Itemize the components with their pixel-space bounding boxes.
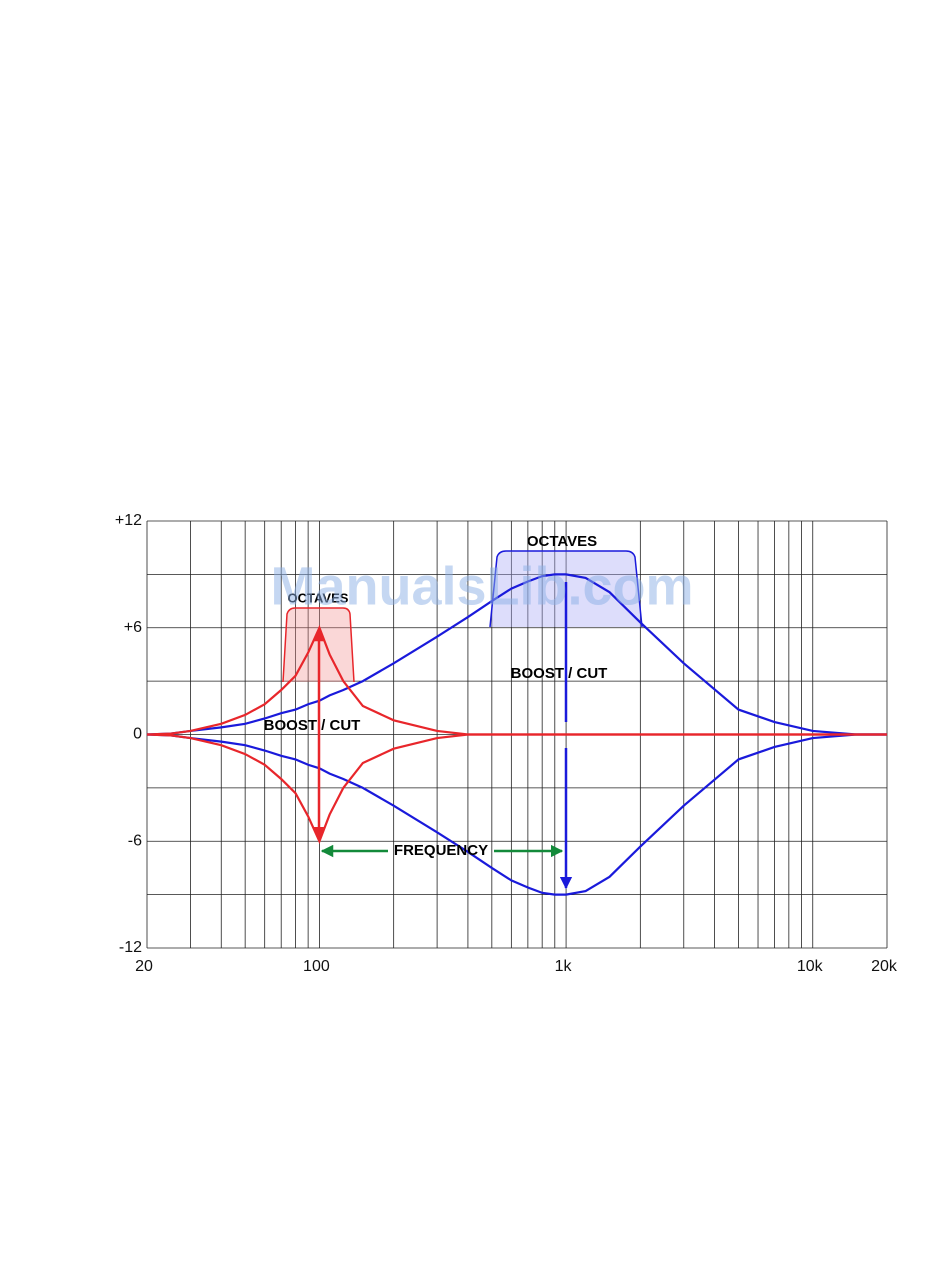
- curve: [146, 573, 887, 736]
- x-tick-label: 100: [303, 958, 330, 975]
- y-tick-label: -12: [119, 939, 142, 956]
- y-tick-label: 0: [133, 726, 142, 743]
- y-tick-label: -6: [128, 832, 142, 849]
- annotation: BOOST / CUT: [264, 717, 361, 734]
- x-tick-label: 10k: [797, 958, 824, 975]
- annotation: OCTAVES: [527, 533, 597, 550]
- curve: [146, 733, 887, 845]
- y-tick-label: +12: [115, 512, 142, 529]
- arrows: [312, 582, 573, 890]
- annotation: OCTAVES: [288, 590, 349, 605]
- curve: [146, 733, 887, 896]
- x-tick-label: 20: [135, 958, 153, 975]
- annotation: BOOST / CUT: [511, 665, 608, 682]
- y-tick-label: +6: [124, 619, 142, 636]
- annotations: OCTAVES OCTAVES BOOST / CUT BOOST / CUT …: [264, 533, 608, 859]
- annotation: FREQUENCY: [394, 842, 488, 859]
- x-tick-label: 20k: [871, 958, 898, 975]
- watermark: ManualsLib.com: [270, 556, 693, 616]
- curves: [146, 573, 887, 896]
- x-tick-label: 1k: [555, 958, 573, 975]
